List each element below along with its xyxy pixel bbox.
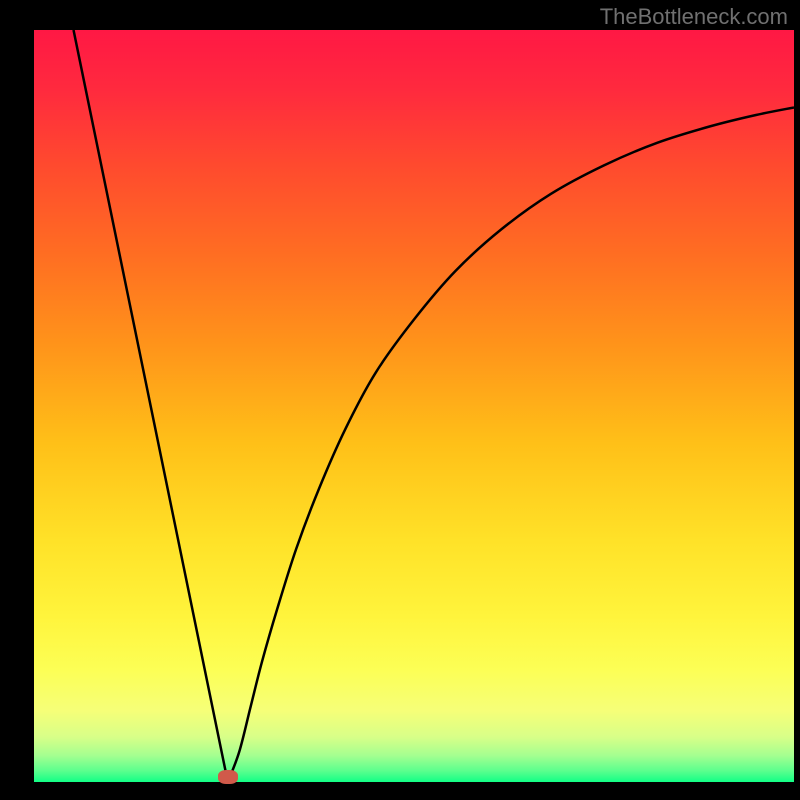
chart-container: { "watermark": { "text": "TheBottleneck.… [0, 0, 800, 800]
bottleneck-curve [34, 30, 794, 782]
optimal-point-marker [218, 770, 238, 784]
watermark-text: TheBottleneck.com [600, 4, 788, 30]
plot-area [34, 30, 794, 782]
